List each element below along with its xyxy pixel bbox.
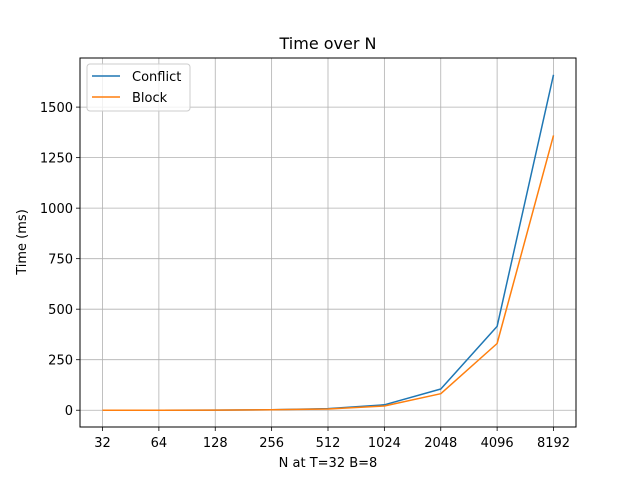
x-tick-label: 8192 xyxy=(537,436,570,451)
series-line-block xyxy=(102,135,555,411)
x-tick-label: 4096 xyxy=(481,436,514,451)
y-tick-label: 0 xyxy=(65,404,73,419)
legend-label-block: Block xyxy=(132,91,168,106)
chart-title: Time over N xyxy=(279,34,377,53)
x-axis: 32 64 128 256 512 1024 2048 4096 8192 xyxy=(94,427,570,451)
x-tick-label: 2048 xyxy=(424,436,457,451)
x-axis-title: N at T=32 B=8 xyxy=(279,456,378,471)
grid xyxy=(80,58,576,427)
x-tick-label: 64 xyxy=(151,436,168,451)
x-tick-label: 1024 xyxy=(368,436,401,451)
x-tick-label: 32 xyxy=(94,436,111,451)
y-tick-label: 1000 xyxy=(40,202,73,217)
legend-label-conflict: Conflict xyxy=(132,70,181,85)
plot-lines xyxy=(102,74,555,411)
y-tick-label: 500 xyxy=(48,303,73,318)
x-tick-label: 128 xyxy=(203,436,228,451)
y-tick-label: 1500 xyxy=(40,101,73,116)
y-tick-label: 750 xyxy=(48,253,73,268)
y-tick-label: 250 xyxy=(48,354,73,369)
y-axis-title: Time (ms) xyxy=(15,209,30,276)
x-tick-label: 256 xyxy=(259,436,284,451)
y-axis: 0 250 500 750 1000 1250 1500 xyxy=(40,101,80,419)
x-tick-label: 512 xyxy=(316,436,341,451)
y-tick-label: 1250 xyxy=(40,152,73,167)
legend: Conflict Block xyxy=(86,63,191,112)
